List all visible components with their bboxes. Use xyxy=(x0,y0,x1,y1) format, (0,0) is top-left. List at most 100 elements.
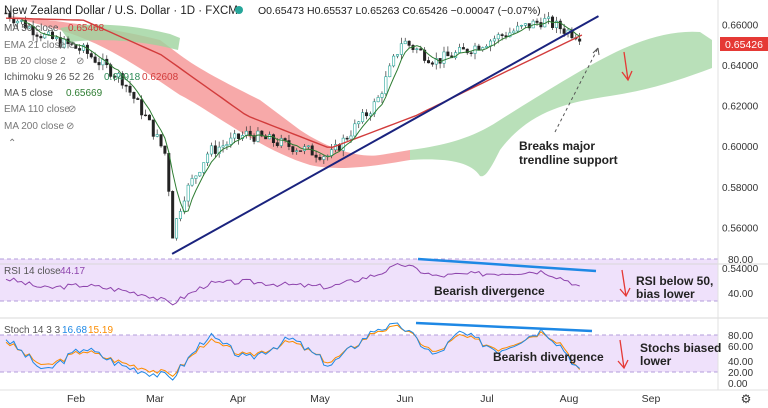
candle-body xyxy=(496,34,500,40)
candle-body xyxy=(124,84,128,87)
major-trendline xyxy=(171,15,599,255)
current-price-tag xyxy=(720,37,768,51)
x-tick-sep: Sep xyxy=(642,393,661,405)
legend-ichimoku-label[interactable]: Ichimoku 9 26 52 26 xyxy=(4,72,94,83)
candle-body xyxy=(190,178,194,186)
stoch-down-arrow-head xyxy=(617,359,629,370)
legend-ema110-label[interactable]: EMA 110 close xyxy=(4,104,70,115)
candle-body xyxy=(140,99,144,116)
candle-body xyxy=(144,114,148,117)
legend-bb-label[interactable]: BB 20 close 2 xyxy=(4,56,66,67)
candle-body xyxy=(271,134,275,143)
legend-ma50-label[interactable]: MA 50 close xyxy=(4,23,59,34)
rsi-band xyxy=(0,259,718,301)
legend-ema110-eye-icon[interactable]: ⊘ xyxy=(68,104,76,115)
price-tick-1: 0.64000 xyxy=(722,61,759,72)
price-tick-4: 0.58000 xyxy=(722,183,759,194)
candle-body xyxy=(364,112,368,117)
price-tick-5: 0.56000 xyxy=(722,224,759,235)
rsi-tick-80: 80.00 xyxy=(728,255,753,266)
candle-body xyxy=(155,134,159,137)
candle-body xyxy=(221,145,225,148)
legend-ma200-label[interactable]: MA 200 close xyxy=(4,121,64,132)
legend-ma5-value: 0.65669 xyxy=(66,88,103,99)
candle-body xyxy=(295,150,299,153)
candle-body xyxy=(279,138,283,146)
candle-body xyxy=(217,146,221,154)
x-tick-apr: Apr xyxy=(230,393,247,405)
rsi-tick-40: 40.00 xyxy=(728,289,753,300)
trendline-note-line1: Breaks major xyxy=(519,139,595,153)
candle-body xyxy=(97,62,101,66)
candle-body xyxy=(93,56,97,63)
ma5-line xyxy=(21,18,580,213)
legend-collapse-chevron-icon[interactable]: ⌃ xyxy=(8,138,16,149)
stoch-tick-20: 20.00 xyxy=(728,368,753,379)
candle-body xyxy=(395,54,399,57)
candle-body xyxy=(578,38,582,42)
stoch-down-arrow xyxy=(619,339,625,369)
price-down-arrow-head xyxy=(621,70,633,82)
legend-ema21-label[interactable]: EMA 21 close xyxy=(4,40,66,51)
candle-body xyxy=(318,156,322,160)
candle-body xyxy=(136,98,140,100)
candle-body xyxy=(442,51,446,64)
candle-body xyxy=(407,40,411,46)
ohlc-readout: O0.65473 H0.65537 L0.65263 C0.65426 −0.0… xyxy=(258,5,541,17)
candle-body xyxy=(349,135,353,140)
ichimoku-cloud-bearish xyxy=(8,16,410,168)
candle-body xyxy=(345,137,349,140)
candle-body xyxy=(175,218,179,239)
candle-body xyxy=(264,135,268,140)
candle-body xyxy=(229,137,233,145)
candle-body xyxy=(376,97,380,103)
candle-body xyxy=(291,146,295,153)
candle-body xyxy=(171,191,175,239)
legend-ma200-eye-icon[interactable]: ⊘ xyxy=(66,121,74,132)
candle-body xyxy=(275,142,279,146)
candle-body xyxy=(547,16,551,19)
candle-body xyxy=(43,34,47,39)
rsi-down-arrow-head xyxy=(619,287,631,298)
candle-body xyxy=(202,162,206,173)
stoch-legend-k-value: 16.68 xyxy=(62,325,87,336)
candle-body xyxy=(446,51,450,57)
legend-ma5-label[interactable]: MA 5 close xyxy=(4,88,53,99)
candle-body xyxy=(562,28,566,34)
candle-body xyxy=(147,114,151,121)
candle-body xyxy=(89,53,93,58)
candle-body xyxy=(458,47,462,53)
price-tick-3: 0.60000 xyxy=(722,142,759,153)
price-tick-6: 0.54000 xyxy=(722,264,759,275)
candle-body xyxy=(225,144,229,147)
candle-body xyxy=(520,25,524,27)
candle-body xyxy=(186,184,190,202)
market-status-dot-icon xyxy=(235,6,243,14)
rsi-legend-label[interactable]: RSI 14 close xyxy=(4,266,61,277)
x-tick-jun: Jun xyxy=(397,393,414,405)
x-tick-mar: Mar xyxy=(146,393,165,405)
candle-body xyxy=(554,20,558,28)
legend-bb-eye-icon[interactable]: ⊘ xyxy=(76,56,84,67)
legend-ema21-eye-icon[interactable]: ⊘ xyxy=(68,40,76,51)
candle-body xyxy=(35,34,39,37)
candle-body xyxy=(248,130,252,136)
trendline-arrow-head xyxy=(592,47,600,56)
candle-body xyxy=(116,73,120,78)
candle-body xyxy=(4,12,8,15)
legend-ichimoku-value-1: 0.64918 xyxy=(104,72,141,83)
price-tick-0: 0.66000 xyxy=(722,20,759,31)
candle-body xyxy=(163,145,167,154)
stoch-divergence-line xyxy=(415,321,593,333)
candle-body xyxy=(361,112,365,123)
candle-body xyxy=(322,156,326,160)
candle-body xyxy=(500,34,504,36)
candle-body xyxy=(70,43,74,45)
candle-body xyxy=(516,25,520,32)
candle-body xyxy=(209,145,213,155)
candle-body xyxy=(256,130,260,142)
stoch-legend-label[interactable]: Stoch 14 3 3 xyxy=(4,325,61,336)
settings-gear-icon[interactable]: ⚙ xyxy=(741,392,752,406)
price-tick-2: 0.62000 xyxy=(722,102,759,113)
